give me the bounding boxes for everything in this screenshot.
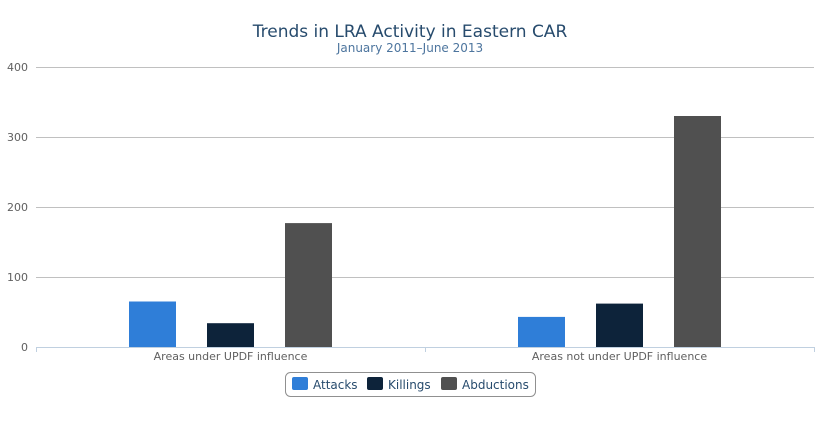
legend-label: Killings (388, 378, 431, 392)
chart-subtitle: January 2011–June 2013 (336, 41, 483, 55)
legend-label: Abductions (462, 378, 529, 392)
x-tick-label: Areas not under UPDF influence (532, 350, 707, 363)
y-tick-label: 300 (7, 131, 28, 144)
y-tick-label: 0 (21, 341, 28, 354)
legend-label: Attacks (313, 378, 358, 392)
x-axis: Areas under UPDF influence Areas not unde… (36, 347, 815, 363)
legend-item-attacks[interactable]: Attacks (292, 377, 358, 392)
bar-attacks[interactable] (518, 316, 565, 347)
chart-title: Trends in LRA Activity in Eastern CAR (252, 22, 568, 42)
y-tick-label: 200 (7, 201, 28, 214)
legend-box (285, 372, 536, 397)
bar-attacks[interactable] (129, 301, 176, 348)
legend-swatch (441, 377, 457, 390)
y-axis: 0 100 200 300 400 (7, 61, 28, 354)
bar-killings[interactable] (207, 323, 254, 347)
bar-abductions[interactable] (674, 116, 721, 347)
legend[interactable]: Attacks Killings Abductions (285, 372, 536, 397)
legend-swatch (367, 377, 383, 390)
y-tick-label: 100 (7, 271, 28, 284)
x-tick-label: Areas under UPDF influence (154, 350, 308, 363)
legend-item-abductions[interactable]: Abductions (441, 377, 529, 392)
legend-swatch (292, 377, 308, 390)
bar-killings[interactable] (596, 303, 643, 347)
legend-item-killings[interactable]: Killings (367, 377, 431, 392)
y-tick-label: 400 (7, 61, 28, 74)
bars (129, 116, 721, 347)
bar-abductions[interactable] (285, 223, 332, 347)
